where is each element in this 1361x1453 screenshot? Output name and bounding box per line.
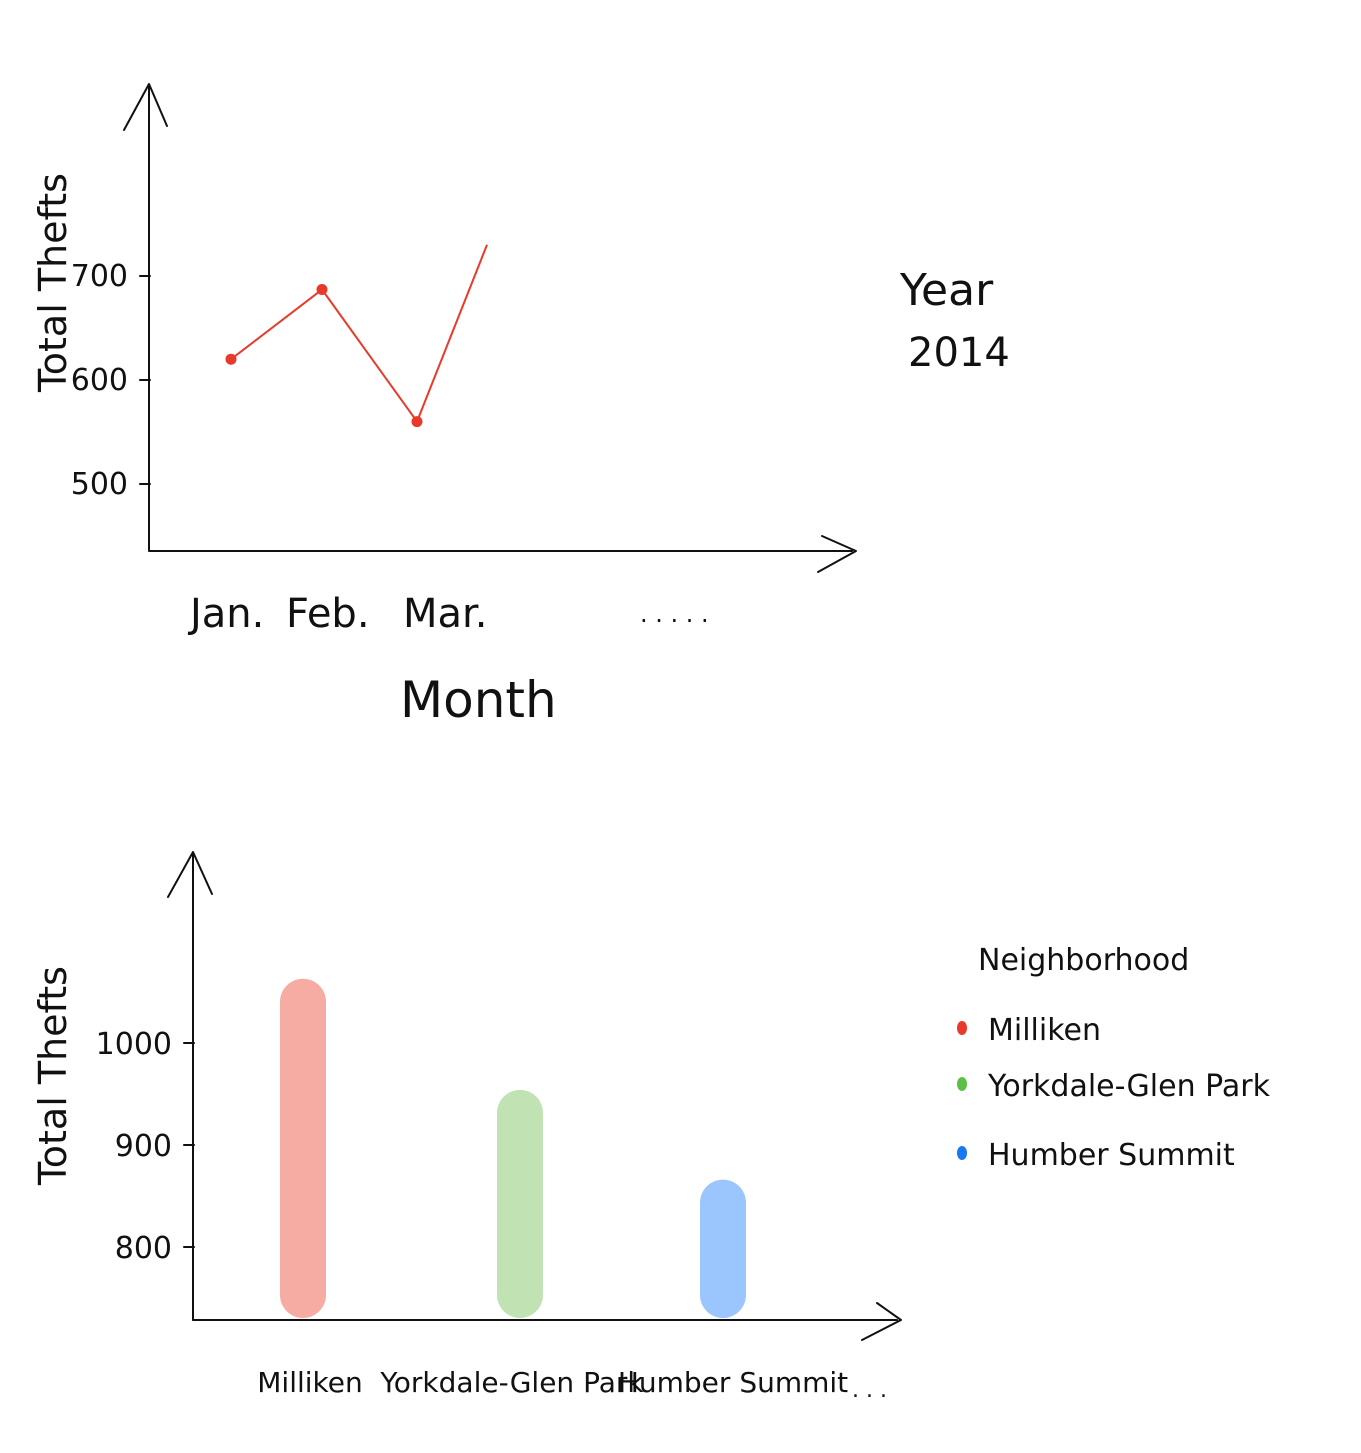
line-chart-y-tick-label: 600 bbox=[71, 363, 128, 398]
line-chart-y-arrowhead bbox=[123, 83, 168, 131]
legend-swatch bbox=[957, 1021, 967, 1035]
legend-title: Neighborhood bbox=[978, 943, 1189, 978]
legend-swatch bbox=[957, 1077, 967, 1091]
line-chart-y-tick-label: 700 bbox=[71, 259, 128, 294]
line-chart-y-axis-label: Total Thefts bbox=[31, 173, 75, 393]
year-annotation-value: 2014 bbox=[908, 330, 1010, 376]
line-chart-x-arrowhead bbox=[817, 535, 857, 573]
legend-items: Milliken Yorkdale-Glen Park Humber Summit bbox=[957, 1013, 1271, 1173]
bar-chart-y-axis-label: Total Thefts bbox=[31, 966, 75, 1186]
legend-item: Yorkdale-Glen Park bbox=[957, 1069, 1271, 1104]
line-chart-x-ellipsis: . . . . . bbox=[640, 600, 709, 628]
line-chart-series-line bbox=[230, 244, 488, 423]
line-chart-x-tick-label: Mar. bbox=[403, 591, 488, 637]
bar bbox=[497, 1089, 543, 1318]
bar-chart-x-tick-label: Humber Summit bbox=[618, 1366, 848, 1399]
line-chart-x-tick-label: Feb. bbox=[286, 591, 370, 637]
legend-item: Humber Summit bbox=[957, 1138, 1235, 1173]
legend-label: Yorkdale-Glen Park bbox=[987, 1069, 1271, 1104]
bar-chart-x-tick-label: Yorkdale-Glen Park bbox=[379, 1366, 644, 1399]
legend-label: Humber Summit bbox=[988, 1138, 1235, 1173]
line-chart-y-tick-label: 500 bbox=[71, 467, 128, 502]
line-chart-data-point bbox=[316, 284, 328, 296]
bar-chart-y-tick-label: 800 bbox=[115, 1231, 172, 1266]
bar-chart-y-arrowhead bbox=[167, 851, 213, 898]
bar-chart-x-ellipsis: . . . bbox=[852, 1378, 887, 1403]
line-chart-x-tick-labels: Jan. Feb. Mar. bbox=[187, 591, 488, 637]
bar-chart-x-arrowhead bbox=[861, 1302, 902, 1341]
line-chart-data-point bbox=[411, 416, 423, 428]
bar-chart-y-tick-label: 1000 bbox=[96, 1027, 172, 1062]
bar-chart-x-tick-label: Milliken bbox=[257, 1366, 362, 1399]
legend-swatch bbox=[957, 1146, 967, 1160]
legend: Neighborhood Milliken Yorkdale-Glen Park H… bbox=[957, 943, 1271, 1173]
line-chart-data-point bbox=[225, 353, 237, 365]
legend-label: Milliken bbox=[988, 1013, 1101, 1048]
bar-chart-y-ticks: 800 900 1000 bbox=[96, 1027, 195, 1266]
line-chart-y-ticks: 500 600 700 bbox=[71, 259, 151, 502]
legend-item: Milliken bbox=[957, 1013, 1101, 1048]
line-chart: 500 600 700 Jan. Feb. Mar. . . . . . Month T… bbox=[31, 83, 1010, 729]
bar bbox=[700, 1179, 746, 1318]
year-annotation-label: Year bbox=[899, 265, 994, 316]
bar-chart-bars bbox=[280, 978, 746, 1318]
bar bbox=[280, 978, 326, 1318]
line-chart-x-tick-label: Jan. bbox=[187, 591, 264, 637]
line-chart-series bbox=[225, 244, 488, 428]
bar-chart-y-tick-label: 900 bbox=[115, 1129, 172, 1164]
line-chart-x-axis-label: Month bbox=[400, 671, 557, 729]
